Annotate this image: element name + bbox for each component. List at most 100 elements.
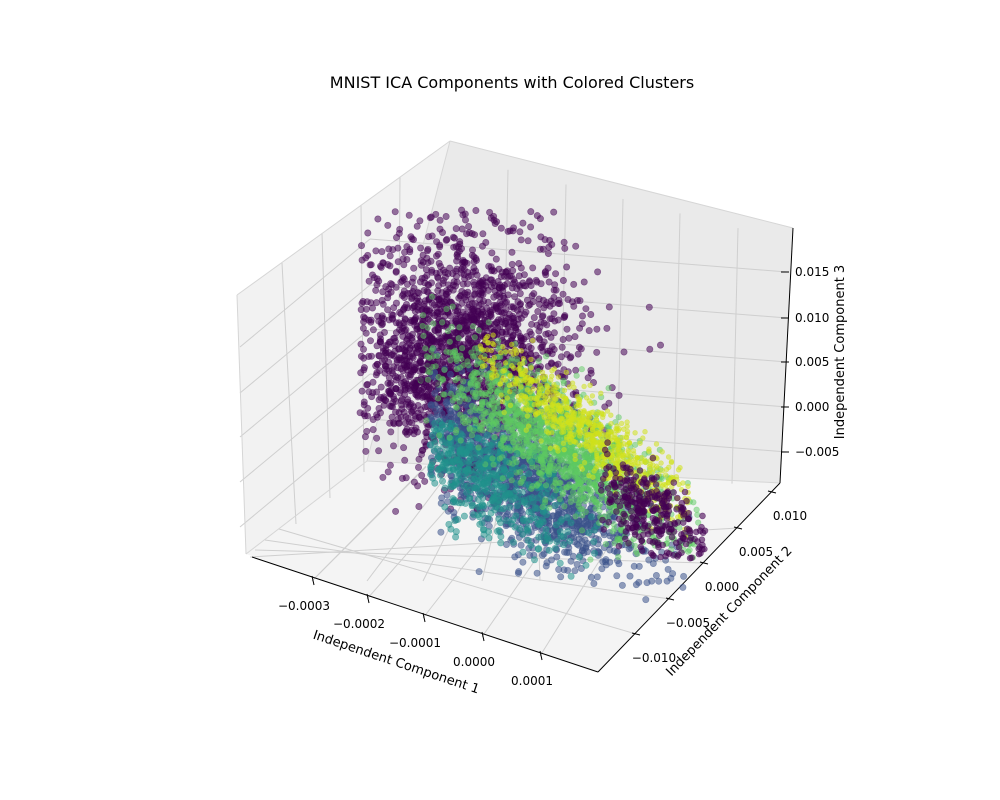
x-tick-label: 0.0000 — [453, 655, 495, 669]
scatter-point — [361, 433, 369, 441]
scatter-point — [615, 553, 622, 561]
z-tick-label: −0.005 — [795, 445, 839, 459]
scatter-point — [587, 513, 595, 521]
x-tick — [311, 575, 315, 586]
scatter-point — [455, 335, 462, 342]
scatter-point — [420, 286, 428, 294]
scatter-point — [438, 494, 446, 502]
scatter-point — [498, 440, 505, 447]
scatter-point — [465, 417, 472, 424]
scatter-point — [432, 210, 440, 218]
scatter-point — [574, 350, 582, 358]
scatter-point — [572, 242, 580, 250]
scatter-point — [578, 366, 585, 373]
scatter-point — [446, 370, 454, 378]
scatter-point — [357, 352, 365, 360]
scatter-point — [566, 537, 574, 545]
scatter-point — [587, 366, 595, 374]
scatter-point — [519, 558, 527, 566]
x-tick — [481, 631, 485, 642]
x-tick-label: 0.0001 — [511, 674, 553, 688]
scatter-point — [553, 553, 561, 561]
scatter-point — [509, 227, 517, 235]
scatter-point — [560, 380, 567, 387]
pane-edge-4 — [236, 294, 247, 555]
scatter-point — [539, 296, 547, 304]
scatter-point — [498, 318, 506, 326]
scatter-point — [575, 553, 583, 561]
scatter-point — [541, 236, 549, 244]
scatter-point — [556, 559, 564, 567]
scatter-point — [642, 596, 650, 604]
scatter-point — [465, 362, 472, 369]
scatter-point — [387, 379, 395, 387]
scatter-point — [488, 249, 496, 257]
scatter-point — [527, 508, 535, 516]
scatter-point — [544, 362, 552, 370]
scatter-point — [437, 528, 445, 536]
scatter-point — [503, 298, 511, 306]
scatter-point — [519, 219, 527, 227]
scatter-point — [366, 261, 374, 269]
scatter-point — [476, 502, 484, 510]
scatter-point — [486, 425, 493, 433]
scatter-point — [543, 321, 551, 329]
scatter-point — [615, 391, 623, 399]
scatter-point — [392, 507, 400, 515]
scatter-point — [446, 338, 453, 345]
scatter-point — [490, 212, 498, 220]
scatter-point — [502, 328, 510, 336]
scatter-point — [468, 230, 476, 238]
scatter-point — [358, 256, 366, 264]
scatter-point — [528, 449, 535, 456]
scatter-point — [455, 247, 463, 255]
scatter-point — [527, 541, 535, 549]
scatter-point — [435, 465, 443, 473]
scatter-point — [466, 424, 473, 432]
scatter-point — [439, 279, 447, 287]
scatter-point — [465, 223, 473, 231]
scatter-point — [550, 329, 558, 337]
scatter-point — [414, 288, 422, 296]
scatter-point — [415, 413, 423, 421]
scatter-point — [373, 413, 381, 421]
scatter-point — [469, 307, 477, 315]
scatter-point — [613, 572, 621, 580]
scatter-point — [551, 501, 559, 509]
scatter-point — [508, 284, 516, 292]
scatter-point — [533, 278, 541, 286]
scatter-point — [424, 324, 431, 331]
scatter-point — [446, 349, 453, 356]
scatter-point — [557, 532, 565, 540]
scatter-point — [470, 278, 478, 286]
grid-floor-x — [366, 466, 454, 582]
scatter-point — [546, 504, 553, 511]
scatter-point — [367, 318, 375, 326]
scatter-point — [570, 280, 578, 288]
scatter-point — [477, 300, 485, 308]
scatter-point — [421, 477, 429, 485]
scatter-point — [489, 455, 496, 462]
scatter-point — [384, 306, 392, 314]
scatter-point — [488, 276, 496, 284]
scatter-point — [545, 278, 553, 286]
scatter-point — [538, 313, 546, 321]
scatter-point — [475, 473, 483, 481]
scatter-point — [416, 217, 424, 225]
scatter-point — [646, 345, 654, 353]
y-tick-label: 0.000 — [705, 580, 739, 594]
scatter-point — [400, 444, 408, 452]
scatter-point — [426, 441, 434, 449]
scatter-point — [443, 236, 451, 244]
scatter-point — [615, 414, 622, 421]
ticks: −0.0003−0.0002−0.00010.00000.0001−0.010−… — [278, 265, 839, 688]
scatter-point — [430, 425, 438, 433]
scatter-point — [496, 455, 503, 462]
scatter-point — [516, 228, 524, 236]
scatter-point — [560, 313, 568, 321]
x-tick — [422, 612, 426, 623]
scatter-point — [423, 417, 430, 424]
scatter-point — [471, 334, 478, 341]
scatter-point — [496, 482, 504, 490]
scatter-point — [456, 311, 464, 319]
